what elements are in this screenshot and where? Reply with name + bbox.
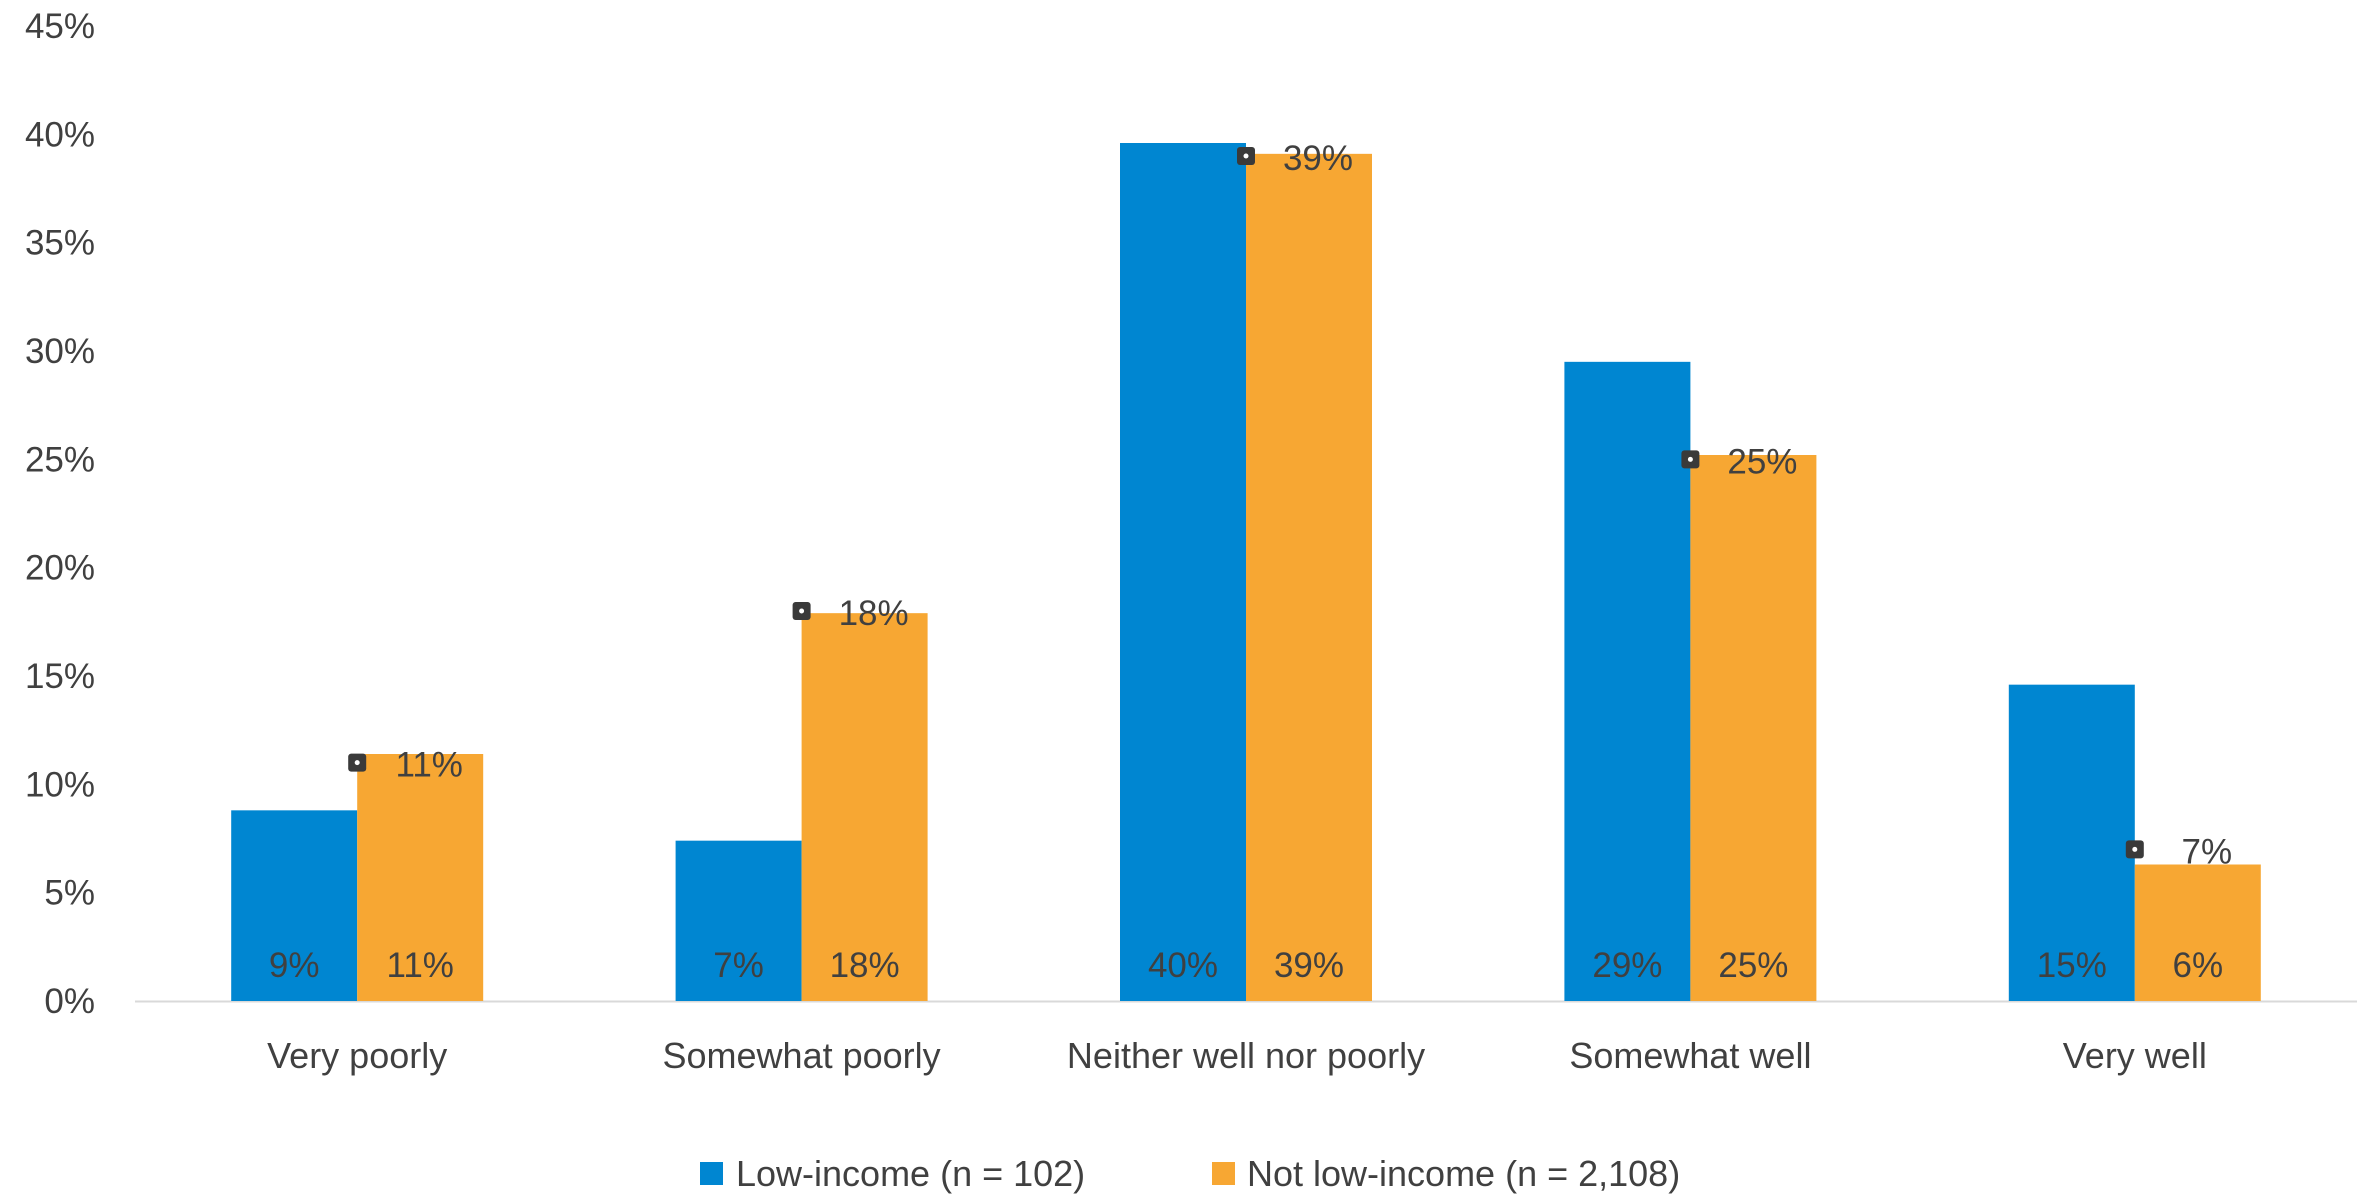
- category-labels: Very poorly Somewhat poorly Neither well n…: [267, 1035, 2207, 1076]
- legend-label: Low-income (n = 102): [736, 1153, 1085, 1194]
- data-label: 40%: [1148, 946, 1218, 985]
- bar-group: 15% 6% 7%: [2008, 684, 2261, 1001]
- marker-dot: [1243, 153, 1249, 159]
- data-label: 15%: [2037, 946, 2107, 985]
- x-category-label: Very well: [2063, 1035, 2207, 1076]
- x-category-label: Somewhat well: [1569, 1035, 1811, 1076]
- y-axis: 0% 5% 10% 15% 20% 25% 30% 35% 40% 45%: [25, 7, 95, 1021]
- bar-low-income: [231, 810, 358, 1001]
- y-tick-label: 20%: [25, 549, 95, 588]
- data-label: 6%: [2173, 946, 2224, 985]
- data-label: 39%: [1274, 946, 1344, 985]
- bar-not-low-income: [357, 754, 484, 1001]
- marker-dot: [799, 608, 805, 614]
- bar-not-low-income: [801, 613, 928, 1001]
- x-category-label: Very poorly: [267, 1035, 447, 1076]
- y-tick-label: 5%: [44, 874, 95, 913]
- marker-dot: [354, 760, 360, 766]
- bar-group: 40% 39% 39%: [1120, 139, 1372, 1002]
- data-label: 29%: [1592, 946, 1662, 985]
- y-tick-label: 45%: [25, 7, 95, 46]
- data-label: 7%: [713, 946, 764, 985]
- marker-label: 18%: [839, 594, 909, 633]
- legend: Low-income (n = 102) Not low-income (n = …: [700, 1153, 1680, 1194]
- marker-dot: [2132, 846, 2138, 852]
- data-label: 18%: [830, 946, 900, 985]
- y-tick-label: 40%: [25, 115, 95, 154]
- marker-label: 39%: [1283, 139, 1353, 178]
- bar-low-income: [675, 840, 802, 1001]
- bar-not-low-income: [1246, 153, 1372, 1002]
- x-category-label: Neither well nor poorly: [1067, 1035, 1425, 1076]
- bar-group: 29% 25% 25%: [1564, 361, 1817, 1001]
- data-label: 25%: [1718, 946, 1788, 985]
- bar-group: 7% 18% 18%: [675, 594, 928, 1001]
- x-category-label: Somewhat poorly: [663, 1035, 941, 1076]
- bar-not-low-income: [1690, 455, 1817, 1001]
- legend-label: Not low-income (n = 2,108): [1247, 1153, 1680, 1194]
- bar-low-income: [2008, 684, 2135, 1001]
- y-tick-label: 10%: [25, 765, 95, 804]
- bar-low-income: [1564, 361, 1691, 1001]
- y-tick-label: 15%: [25, 657, 95, 696]
- bars: 9% 11% 11% 7% 18% 18% 40% 39% 39% 29% 25% 25% 15% 6% 7…: [231, 139, 2261, 1002]
- y-tick-label: 0%: [44, 982, 95, 1021]
- data-label: 11%: [386, 946, 453, 985]
- legend-swatch: [1212, 1162, 1235, 1185]
- legend-item: Low-income (n = 102): [700, 1153, 1085, 1194]
- bar-group: 9% 11% 11%: [231, 746, 484, 1001]
- marker-label: 7%: [2182, 832, 2233, 871]
- legend-swatch: [700, 1162, 723, 1185]
- marker-label: 11%: [395, 746, 462, 785]
- y-tick-label: 25%: [25, 440, 95, 479]
- marker-dot: [1687, 456, 1693, 462]
- y-tick-label: 35%: [25, 224, 95, 263]
- marker-label: 25%: [1727, 442, 1797, 481]
- bar-not-low-income: [2134, 864, 2261, 1001]
- y-tick-label: 30%: [25, 332, 95, 371]
- legend-item: Not low-income (n = 2,108): [1212, 1153, 1680, 1194]
- data-label: 9%: [269, 946, 320, 985]
- bar-low-income: [1120, 143, 1246, 1001]
